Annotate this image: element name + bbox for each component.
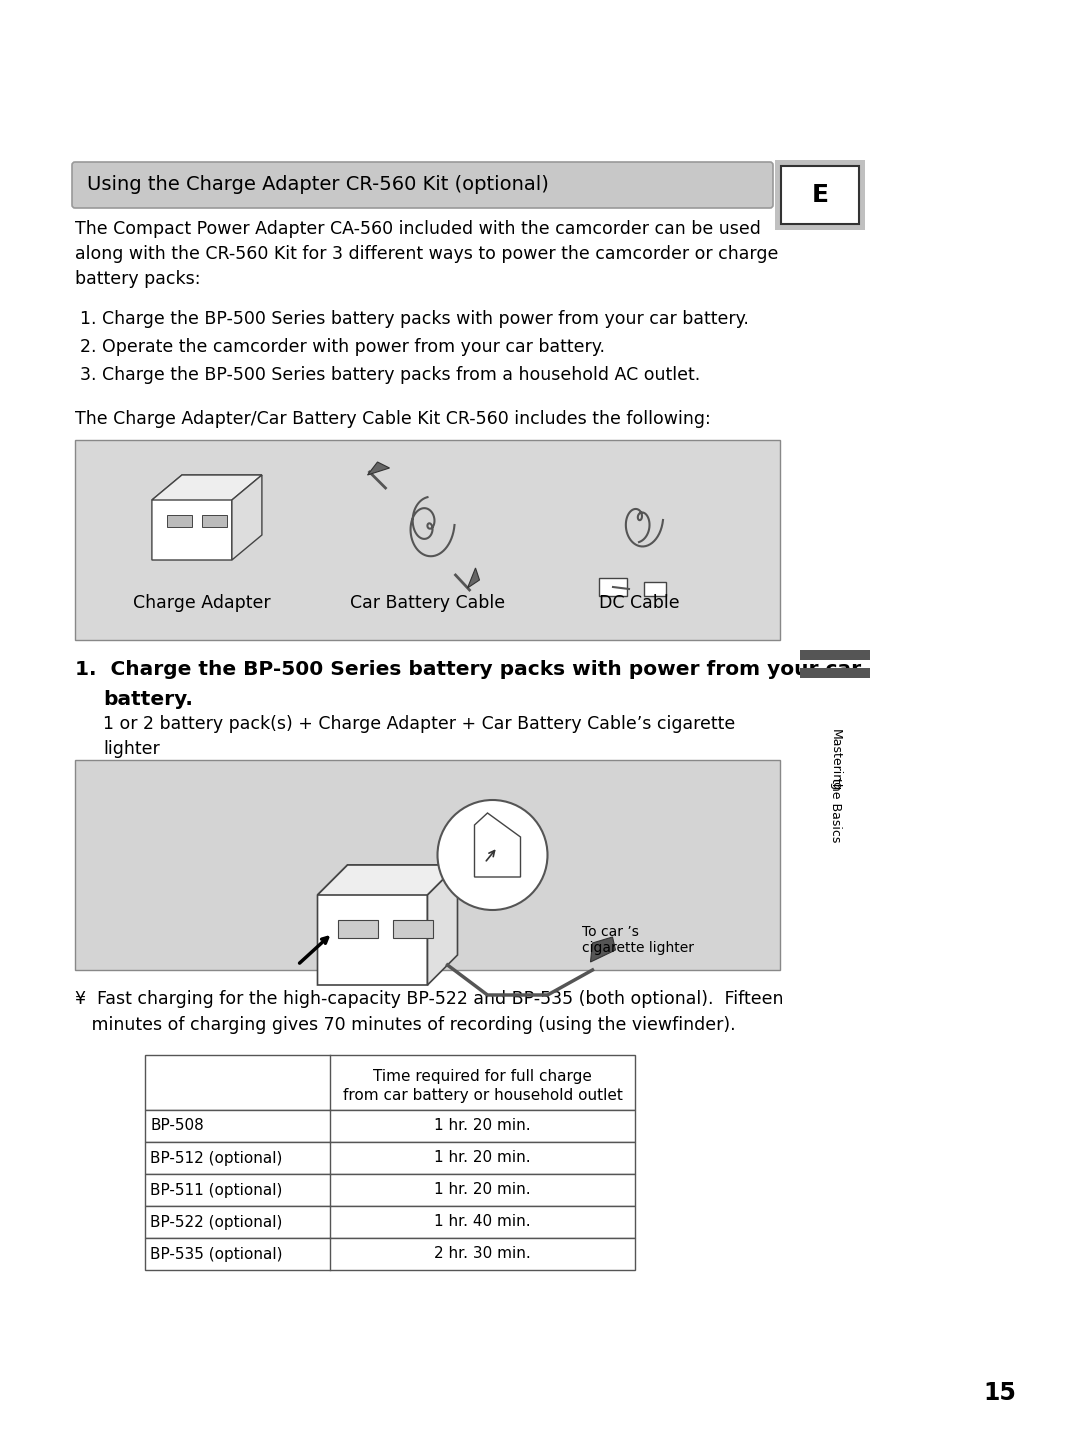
- Text: The Compact Power Adapter CA-560 included with the camcorder can be used
along w: The Compact Power Adapter CA-560 include…: [75, 219, 779, 289]
- Polygon shape: [152, 475, 261, 501]
- Text: 1 hr. 20 min.: 1 hr. 20 min.: [434, 1150, 530, 1166]
- Text: Using the Charge Adapter CR-560 Kit (optional): Using the Charge Adapter CR-560 Kit (opt…: [87, 176, 549, 195]
- Polygon shape: [318, 864, 458, 895]
- Bar: [145, 1141, 635, 1175]
- Polygon shape: [591, 937, 616, 962]
- Text: BP-508: BP-508: [150, 1118, 204, 1134]
- Bar: [392, 921, 432, 938]
- Bar: [75, 760, 780, 970]
- Text: Car Battery Cable: Car Battery Cable: [350, 595, 505, 612]
- Circle shape: [437, 799, 548, 911]
- Text: BP-511 (optional): BP-511 (optional): [150, 1182, 282, 1198]
- Text: To car ’s
cigarette lighter: To car ’s cigarette lighter: [582, 925, 694, 955]
- Text: Charge Adapter: Charge Adapter: [133, 595, 271, 612]
- Text: 1 or 2 battery pack(s) + Charge Adapter + Car Battery Cable’s cigarette
lighter: 1 or 2 battery pack(s) + Charge Adapter …: [103, 714, 735, 758]
- Bar: [337, 921, 378, 938]
- Text: ¥  Fast charging for the high-capacity BP-522 and BP-535 (both optional).  Fifte: ¥ Fast charging for the high-capacity BP…: [75, 990, 783, 1009]
- Bar: [145, 1206, 635, 1238]
- Bar: [202, 515, 227, 527]
- Polygon shape: [468, 569, 480, 587]
- Polygon shape: [367, 462, 390, 475]
- Text: battery.: battery.: [103, 690, 193, 709]
- Text: E: E: [811, 183, 828, 206]
- Text: 1.  Charge the BP-500 Series battery packs with power from your car: 1. Charge the BP-500 Series battery pack…: [75, 659, 861, 680]
- Text: 1 hr. 20 min.: 1 hr. 20 min.: [434, 1118, 530, 1134]
- Text: Mastering: Mastering: [828, 729, 841, 791]
- Text: 2 hr. 30 min.: 2 hr. 30 min.: [434, 1247, 531, 1261]
- Polygon shape: [232, 475, 261, 560]
- Text: The Charge Adapter/Car Battery Cable Kit CR-560 includes the following:: The Charge Adapter/Car Battery Cable Kit…: [75, 410, 711, 429]
- Bar: [800, 649, 870, 659]
- Bar: [75, 440, 780, 641]
- Text: BP-512 (optional): BP-512 (optional): [150, 1150, 282, 1166]
- Bar: [644, 582, 666, 596]
- Text: 2. Operate the camcorder with power from your car battery.: 2. Operate the camcorder with power from…: [80, 338, 605, 356]
- Text: Time required for full charge: Time required for full charge: [373, 1069, 592, 1084]
- Text: BP-535 (optional): BP-535 (optional): [150, 1247, 283, 1261]
- Text: BP-522 (optional): BP-522 (optional): [150, 1215, 282, 1229]
- Text: 1 hr. 40 min.: 1 hr. 40 min.: [434, 1215, 530, 1229]
- Bar: [145, 1110, 635, 1141]
- Text: 3. Charge the BP-500 Series battery packs from a household AC outlet.: 3. Charge the BP-500 Series battery pack…: [80, 367, 700, 384]
- Polygon shape: [474, 812, 521, 877]
- FancyBboxPatch shape: [72, 162, 773, 208]
- Bar: [800, 668, 870, 678]
- Polygon shape: [318, 864, 458, 986]
- Text: 1 hr. 20 min.: 1 hr. 20 min.: [434, 1182, 530, 1198]
- Bar: [145, 1238, 635, 1270]
- Text: 1. Charge the BP-500 Series battery packs with power from your car battery.: 1. Charge the BP-500 Series battery pack…: [80, 310, 748, 328]
- Bar: [775, 160, 865, 229]
- Bar: [167, 515, 192, 527]
- Text: the Basics: the Basics: [828, 778, 841, 843]
- Text: DC Cable: DC Cable: [598, 595, 679, 612]
- Text: 15: 15: [984, 1381, 1016, 1405]
- Polygon shape: [152, 475, 261, 560]
- FancyBboxPatch shape: [781, 166, 859, 224]
- Bar: [599, 579, 627, 596]
- Text: minutes of charging gives 70 minutes of recording (using the viewfinder).: minutes of charging gives 70 minutes of …: [75, 1016, 735, 1035]
- Bar: [145, 1175, 635, 1206]
- Bar: [145, 1055, 635, 1110]
- Text: from car battery or household outlet: from car battery or household outlet: [342, 1088, 622, 1102]
- Polygon shape: [428, 864, 458, 986]
